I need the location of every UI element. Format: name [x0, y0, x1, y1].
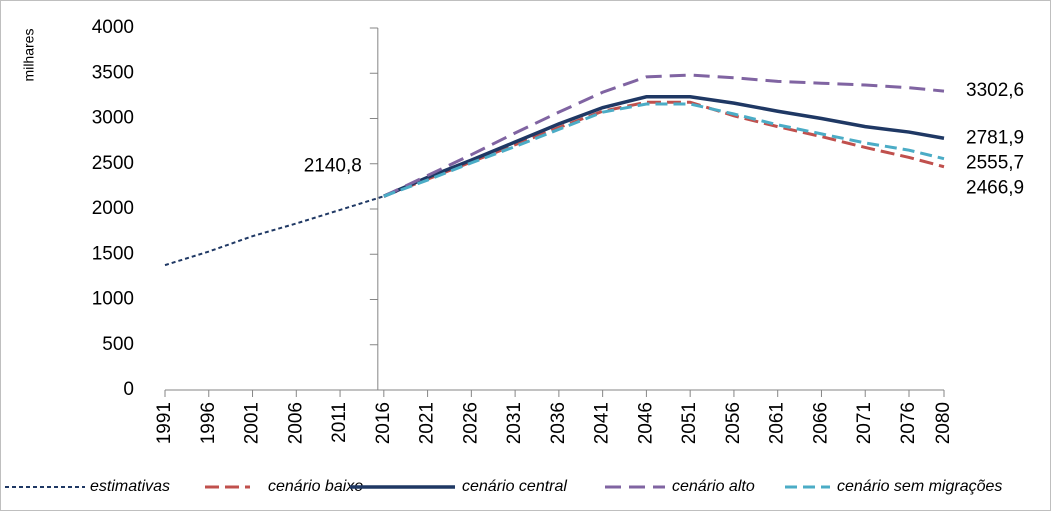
- x-tick-label: 2016: [373, 402, 394, 444]
- x-tick-label: 2076: [898, 402, 919, 444]
- value-label: 2140,8: [304, 155, 362, 176]
- y-tick-label: 2500: [92, 153, 134, 174]
- legend-label: cenário central: [462, 478, 567, 495]
- y-tick-label: 500: [102, 334, 134, 355]
- y-tick-label: 3000: [92, 108, 134, 129]
- x-tick-label: 2036: [548, 402, 569, 444]
- legend-label: cenário baixo: [268, 478, 363, 495]
- series-line: [383, 102, 945, 198]
- legend-label: cenário alto: [672, 478, 755, 495]
- x-tick-label: 1996: [198, 402, 219, 444]
- x-tick-label: 2031: [504, 402, 525, 444]
- series-line: [383, 73, 945, 198]
- x-tick-label: 2006: [285, 402, 306, 444]
- y-tick-label: 2000: [92, 198, 134, 219]
- x-tick-label: 2021: [417, 402, 438, 444]
- y-tick-label: 1500: [92, 243, 134, 264]
- value-label: 3302,6: [966, 80, 1024, 101]
- x-tick-label: 2061: [767, 402, 788, 444]
- x-tick-label: 2011: [329, 402, 350, 443]
- x-tick-label: 2066: [810, 402, 831, 444]
- series-line: [383, 95, 945, 198]
- value-label: 2555,7: [966, 152, 1024, 173]
- x-tick-label: 2051: [679, 402, 700, 444]
- y-axis-label: milhares: [21, 29, 37, 82]
- x-tick-label: 2056: [723, 402, 744, 444]
- legend-label: estimativas: [90, 478, 170, 495]
- y-tick-label: 1000: [92, 289, 134, 310]
- x-tick-label: 2041: [592, 402, 613, 444]
- value-label: 2466,9: [966, 177, 1024, 198]
- x-tick-label: 1991: [154, 402, 175, 444]
- legend-label: cenário sem migrações: [837, 478, 1002, 495]
- value-label: 2781,9: [966, 127, 1024, 148]
- x-tick-label: 2080: [933, 402, 954, 444]
- y-tick-label: 4000: [92, 17, 134, 38]
- x-tick-label: 2046: [635, 402, 656, 444]
- x-tick-label: 2026: [460, 402, 481, 444]
- x-tick-label: 2071: [854, 402, 875, 444]
- y-tick-label: 0: [123, 379, 134, 400]
- series-line: [164, 195, 385, 267]
- x-tick-label: 2001: [242, 402, 263, 444]
- y-tick-label: 3500: [92, 62, 134, 83]
